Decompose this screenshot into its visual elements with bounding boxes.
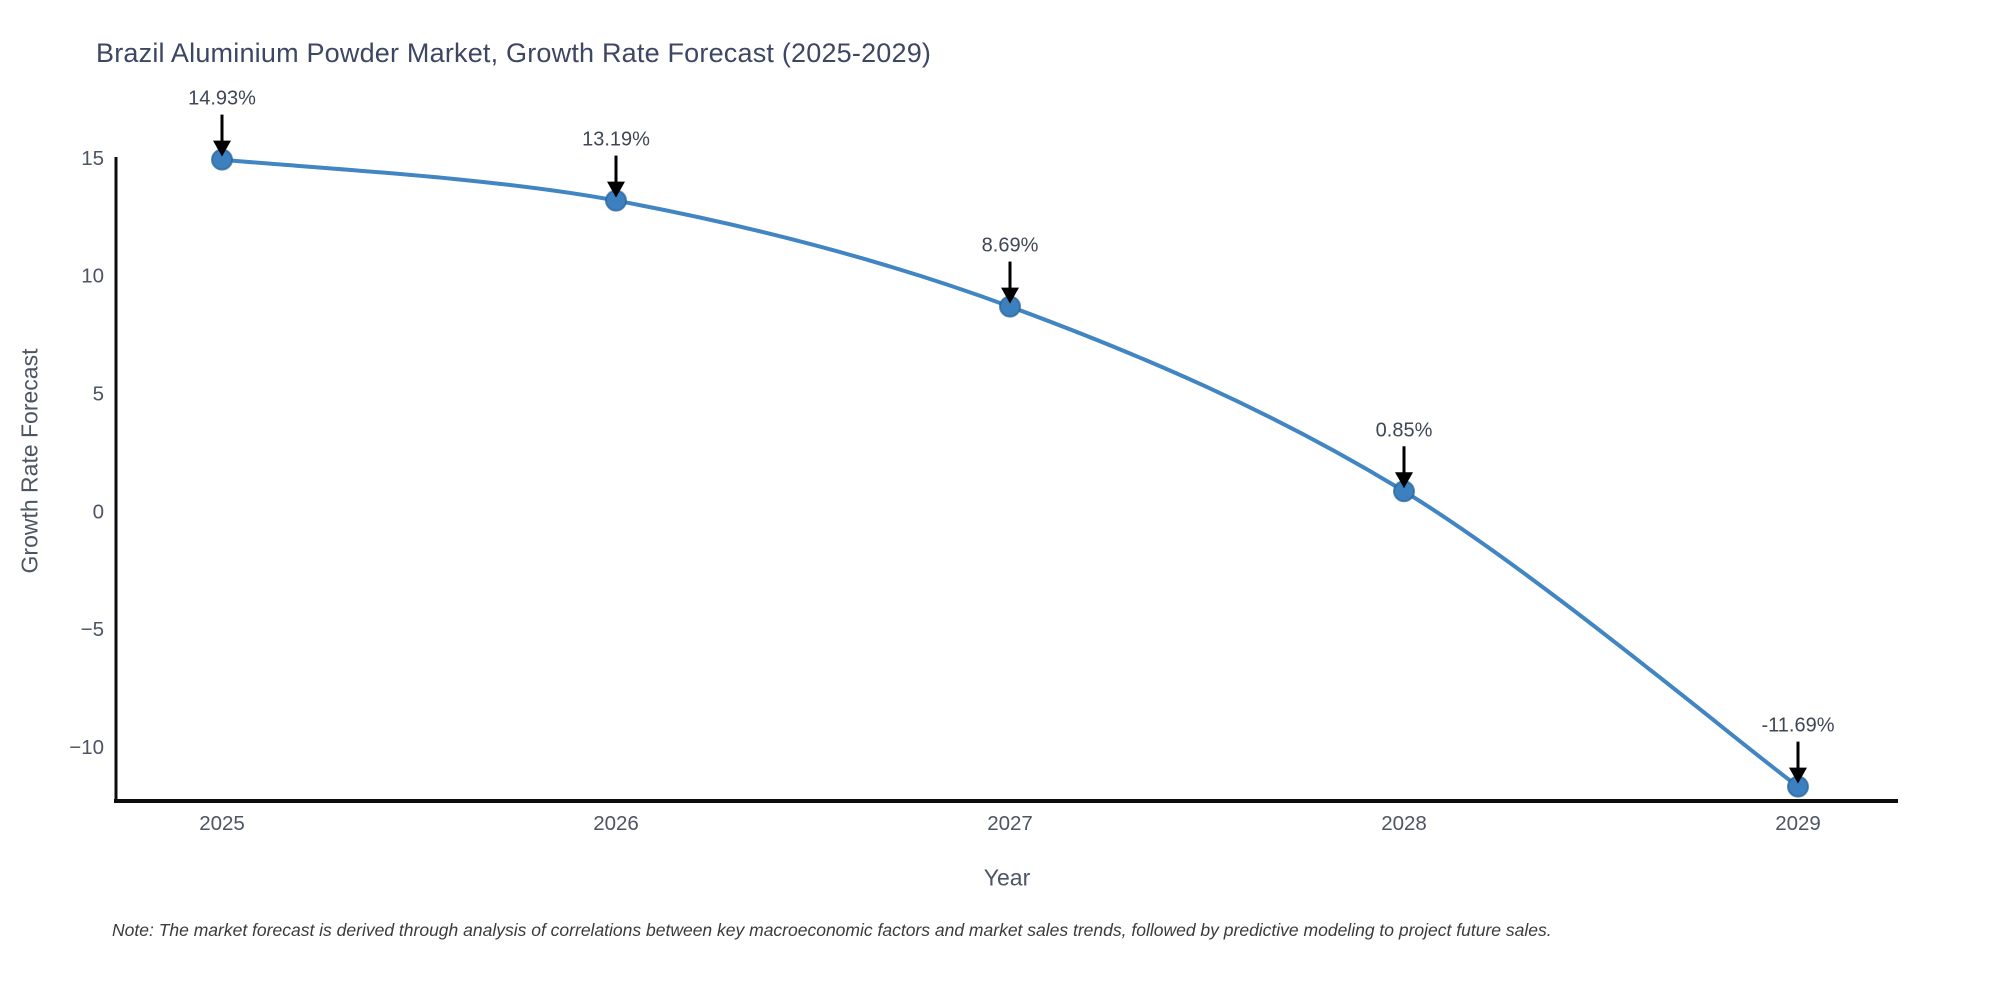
footnote: Note: The market forecast is derived thr… bbox=[112, 920, 1552, 940]
annotation-2025: 14.93% bbox=[188, 88, 256, 157]
annotation-label: 14.93% bbox=[188, 88, 256, 110]
annotation-arrowhead-icon bbox=[1001, 287, 1019, 304]
y-axis-title: Growth Rate Forecast bbox=[16, 348, 43, 574]
annotation-arrowhead-icon bbox=[213, 140, 231, 157]
annotation-2026: 13.19% bbox=[582, 129, 650, 198]
x-axis-title: Year bbox=[983, 864, 1031, 891]
y-tick-label: 10 bbox=[81, 265, 104, 288]
annotation-label: 13.19% bbox=[582, 129, 650, 151]
annotation-arrowhead-icon bbox=[1395, 472, 1413, 489]
y-tick-label: −5 bbox=[81, 618, 104, 641]
x-tick-label: 2029 bbox=[1775, 812, 1821, 835]
chart-title: Brazil Aluminium Powder Market, Growth R… bbox=[96, 38, 932, 68]
y-tick-label: 5 bbox=[93, 383, 104, 406]
annotation-arrowhead-icon bbox=[607, 181, 625, 198]
y-tick-label: −10 bbox=[69, 736, 104, 759]
x-tick-label: 2027 bbox=[987, 812, 1033, 835]
annotation-2028: 0.85% bbox=[1376, 419, 1433, 489]
y-tick-label: 0 bbox=[93, 500, 104, 523]
annotation-arrowhead-icon bbox=[1789, 767, 1807, 784]
y-tick-label: 15 bbox=[81, 147, 104, 170]
annotation-label: 0.85% bbox=[1376, 419, 1433, 441]
annotation-label: -11.69% bbox=[1761, 715, 1834, 737]
x-tick-label: 2025 bbox=[199, 812, 245, 835]
x-tick-label: 2028 bbox=[1381, 812, 1427, 835]
annotation-label: 8.69% bbox=[982, 235, 1039, 257]
annotation-2027: 8.69% bbox=[982, 235, 1039, 304]
annotation-2029: -11.69% bbox=[1761, 715, 1835, 784]
x-tick-label: 2026 bbox=[593, 812, 639, 835]
